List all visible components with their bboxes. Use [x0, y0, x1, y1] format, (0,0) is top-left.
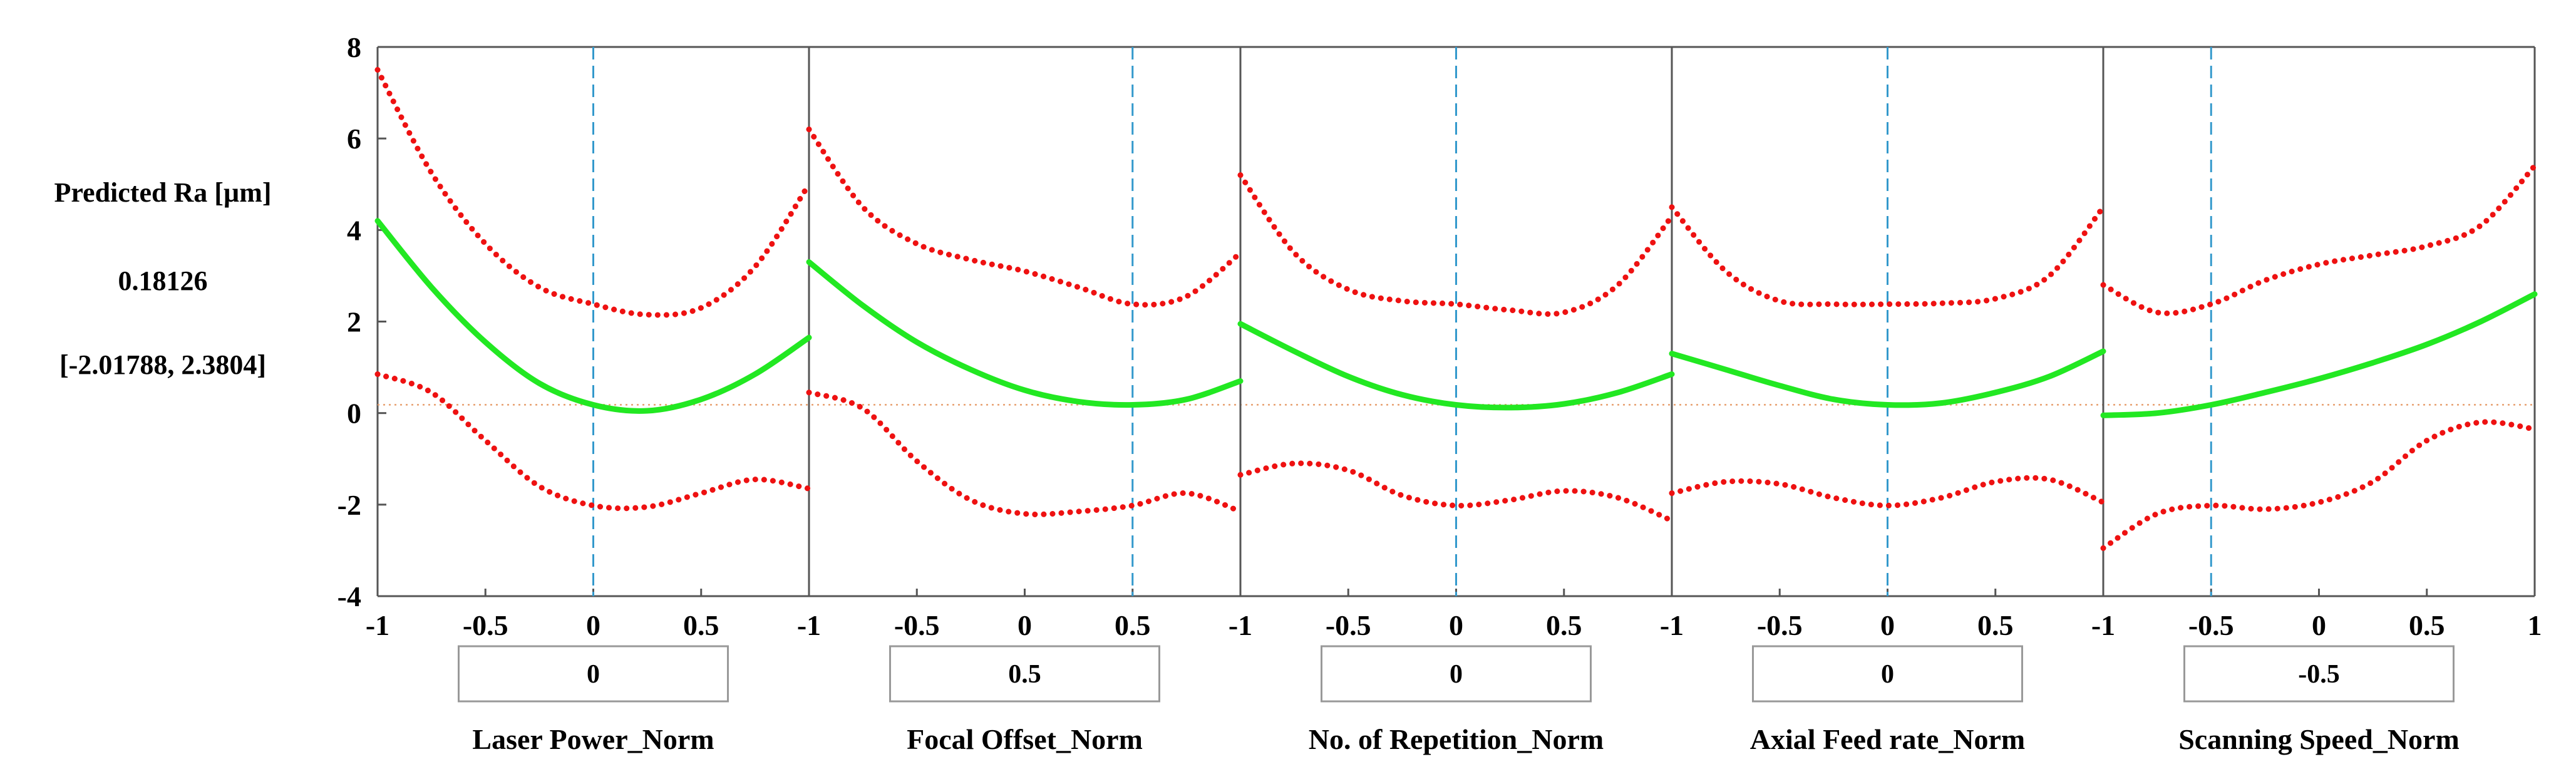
factor-setting-value: 0	[1881, 660, 1894, 689]
x-tick-label: 0	[1880, 609, 1895, 641]
y-tick-label: 6	[347, 123, 361, 155]
x-tick-label: -1	[797, 609, 821, 641]
profiler-panel: -1 -0.5 0 0.5 0.5 Focal Offset_Norm	[797, 47, 1244, 755]
profiler-panel: -1 -0.5 0 0.5 0 No. of Repetition_Norm	[1229, 47, 1675, 755]
factor-setting-box[interactable]	[1752, 645, 2023, 703]
y-tick-label: 4	[347, 214, 361, 246]
prediction-curve	[806, 259, 1244, 408]
profiler-panel: -1 -0.5 0 0.5 1 -0.5 Scanning Speed_Norm	[2091, 47, 2542, 755]
response-label: Predicted Ra [µm]	[54, 177, 271, 208]
factor-setting-value: 0	[587, 660, 600, 689]
x-tick-label: -0.5	[894, 609, 940, 641]
factor-setting-box[interactable]	[2183, 645, 2455, 703]
upper-bound-curve	[1669, 204, 2106, 307]
factor-label: Focal Offset_Norm	[907, 723, 1143, 755]
y-tick-label: -2	[337, 489, 361, 521]
profiler-panels: -1 -0.5 0 0.5 0 Laser Power_Norm -1 -0.5 0 0.5 0.5…	[366, 46, 2542, 755]
factor-label: No. of Repetition_Norm	[1309, 723, 1604, 755]
profiler-panel: -1 -0.5 0 0.5 0 Axial Feed rate_Norm	[1660, 47, 2106, 755]
lower-bound-curve	[1237, 460, 1675, 524]
x-tick-label: 0	[1018, 609, 1032, 641]
factor-setting-value: -0.5	[2298, 660, 2340, 689]
y-tick-label: 8	[347, 31, 361, 63]
upper-bound-curve	[1237, 172, 1675, 317]
x-tick-label: 0.5	[1977, 609, 2014, 641]
x-tick-label: -0.5	[1757, 609, 1803, 641]
y-tick-label: 0	[347, 398, 361, 430]
y-axis: -4 -2 0 2 4 6 8	[337, 31, 386, 612]
factor-label: Axial Feed rate_Norm	[1750, 723, 2025, 755]
prediction-curve	[1237, 321, 1675, 411]
lower-bound-curve	[806, 390, 1244, 517]
profiler-panel: -1 -0.5 0 0.5 0 Laser Power_Norm	[366, 47, 812, 755]
factor-setting-value: 0.5	[1008, 660, 1041, 689]
x-tick-label: 0.5	[1115, 609, 1151, 641]
factor-label: Scanning Speed_Norm	[2178, 723, 2460, 755]
x-tick-label: 0.5	[683, 609, 719, 641]
x-tick-label: 0.5	[2409, 609, 2445, 641]
x-tick-label: 0	[586, 609, 600, 641]
x-tick-label: 0.5	[1546, 609, 1582, 641]
response-value: 0.18126	[118, 266, 208, 296]
x-tick-label: -0.5	[2188, 609, 2234, 641]
lower-bound-curve	[374, 371, 812, 512]
x-tick-label: -1	[1660, 609, 1684, 641]
upper-bound-curve	[374, 67, 812, 318]
x-tick-label: -1	[1229, 609, 1252, 641]
prediction-curve	[2100, 291, 2538, 418]
prediction-curve	[374, 218, 812, 414]
x-tick-label: -1	[2091, 609, 2115, 641]
upper-bound-curve	[2100, 163, 2538, 316]
upper-bound-curve	[806, 126, 1244, 308]
factor-setting-box[interactable]	[458, 645, 729, 703]
x-tick-label: 0	[2312, 609, 2326, 641]
response-interval: [-2.01788, 2.3804]	[59, 349, 266, 380]
x-tick-label: -0.5	[1326, 609, 1371, 641]
y-tick-label: 2	[347, 306, 361, 338]
factor-setting-value: 0	[1450, 660, 1463, 689]
lower-bound-curve	[2100, 419, 2538, 551]
x-tick-label: -0.5	[463, 609, 508, 641]
x-tick-label: 1	[2528, 609, 2542, 641]
y-tick-label: -4	[337, 580, 361, 612]
lower-bound-curve	[1669, 475, 2106, 508]
factor-label: Laser Power_Norm	[472, 723, 714, 755]
factor-setting-box[interactable]	[1321, 645, 1592, 703]
prediction-curve	[1669, 348, 2106, 408]
x-tick-label: 0	[1449, 609, 1463, 641]
factor-setting-box[interactable]	[889, 645, 1160, 703]
x-tick-label: -1	[366, 609, 389, 641]
